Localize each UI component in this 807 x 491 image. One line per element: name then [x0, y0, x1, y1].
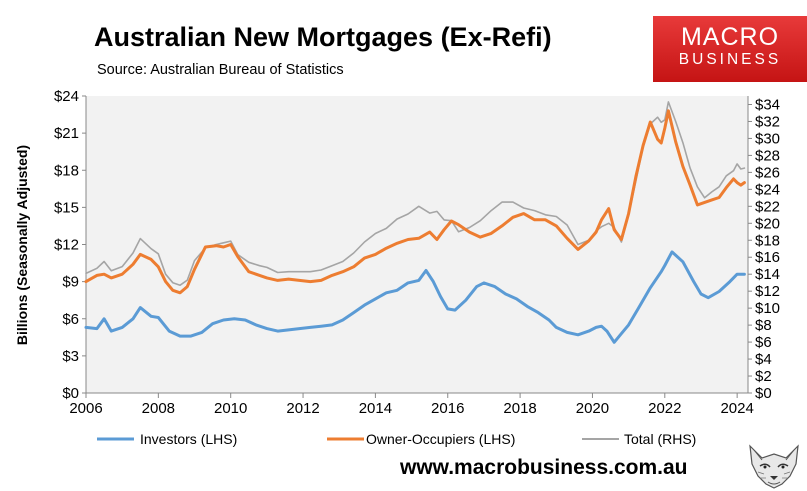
legend-owner-occupiers-label: Owner-Occupiers (LHS): [366, 431, 515, 447]
x-tick-label: 2006: [69, 400, 102, 417]
legend-total-label: Total (RHS): [624, 431, 696, 447]
y-right-tick-label: $22: [755, 198, 780, 215]
x-tick-label: 2020: [576, 400, 609, 417]
plot-area: [86, 96, 748, 393]
x-tick-label: 2018: [503, 400, 536, 417]
x-tick-label: 2010: [214, 400, 247, 417]
y-right-tick-label: $8: [755, 317, 772, 334]
y-right-tick-label: $16: [755, 249, 780, 266]
y-right-tick-label: $26: [755, 164, 780, 181]
y-left-tick-label: $3: [62, 348, 79, 365]
total-series-line: [85, 101, 746, 286]
y-left-tick-label: $0: [62, 385, 79, 402]
x-tick-label: 2008: [142, 400, 175, 417]
logo-line-business: BUSINESS: [678, 51, 782, 68]
y-right-tick-label: $20: [755, 215, 780, 232]
chart-title: Australian New Mortgages (Ex-Refi): [94, 22, 552, 52]
x-tick-label: 2014: [359, 400, 392, 417]
y-left-tick-label: $18: [54, 162, 79, 179]
y-right-tick-label: $2: [755, 368, 772, 385]
y-left-tick-label: $9: [62, 274, 79, 291]
y-right-tick-label: $24: [755, 181, 780, 198]
macrobusiness-logo: MACRO BUSINESS: [653, 16, 807, 82]
investors-series-line: [84, 250, 746, 344]
y-right-tick-label: $18: [755, 232, 780, 249]
logo-line-macro: MACRO: [680, 23, 780, 51]
owner-occupiers-series-line: [84, 109, 746, 295]
x-tick-label: 2022: [648, 400, 681, 417]
y-right-tick-label: $0: [755, 385, 772, 402]
y-left-tick-label: $12: [54, 237, 79, 254]
y-left-tick-label: $15: [54, 199, 79, 216]
x-tick-label: 2012: [286, 400, 319, 417]
y-right-tick-label: $30: [755, 130, 780, 147]
x-tick-label: 2024: [720, 400, 753, 417]
y-right-tick-label: $14: [755, 266, 780, 283]
y-right-tick-label: $32: [755, 113, 780, 130]
y-right-tick-label: $12: [755, 283, 780, 300]
x-tick-label: 2016: [431, 400, 464, 417]
website-url: www.macrobusiness.com.au: [400, 456, 688, 479]
legend-investors-label: Investors (LHS): [140, 431, 237, 447]
chart-subtitle: Source: Australian Bureau of Statistics: [97, 62, 344, 78]
y-right-tick-label: $4: [755, 351, 772, 368]
wolf-mascot-icon: [742, 440, 806, 490]
y-left-tick-label: $24: [54, 88, 79, 105]
y-right-tick-label: $34: [755, 96, 780, 113]
y-left-tick-label: $21: [54, 125, 79, 142]
y-axis-title: Billions (Seasonally Adjusted): [14, 145, 30, 345]
y-right-tick-label: $28: [755, 147, 780, 164]
y-left-tick-label: $6: [62, 311, 79, 328]
y-right-tick-label: $6: [755, 334, 772, 351]
y-right-tick-label: $10: [755, 300, 780, 317]
